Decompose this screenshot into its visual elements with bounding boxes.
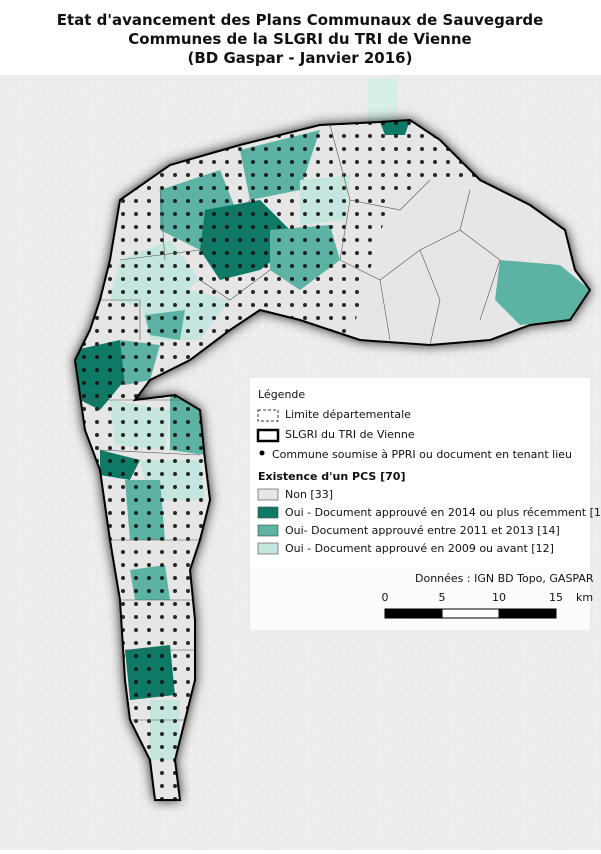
legend-label: Non [33] xyxy=(285,488,333,501)
scale-label: 0 xyxy=(382,591,389,604)
scale-label: 10 xyxy=(492,591,506,604)
title-line: Etat d'avancement des Plans Communaux de… xyxy=(57,11,544,29)
legend-box xyxy=(250,378,590,568)
symbol-ppri xyxy=(259,450,265,456)
legend-swatch xyxy=(257,506,279,519)
legend-swatch xyxy=(257,542,279,555)
legend-label: SLGRI du TRI de Vienne xyxy=(285,428,415,441)
symbol-slgri xyxy=(256,428,280,443)
river-patch xyxy=(368,78,398,123)
legend-swatch xyxy=(257,488,279,501)
legend-label: Commune soumise à PPRI ou document en te… xyxy=(272,448,572,461)
title-block: Etat d'avancement des Plans Communaux de… xyxy=(57,11,544,67)
scale-box xyxy=(250,568,590,630)
title-line: Communes de la SLGRI du TRI de Vienne xyxy=(128,30,471,48)
legend-title: Légende xyxy=(258,388,305,401)
source-note: Données : IGN BD Topo, GASPAR xyxy=(415,572,594,585)
symbol-dept xyxy=(257,409,279,422)
title-line: (BD Gaspar - Janvier 2016) xyxy=(188,49,413,67)
scale-label: 5 xyxy=(439,591,446,604)
legend-swatch xyxy=(257,524,279,537)
scale-segment xyxy=(498,608,557,619)
legend-label: Oui - Document approuvé en 2009 ou avant… xyxy=(285,542,554,555)
legend: Légende Limite départementale SLGRI du TRI… xyxy=(256,388,601,555)
commune-borders xyxy=(80,124,501,721)
scale-label: 15 xyxy=(549,591,563,604)
scale-segment xyxy=(384,608,443,619)
legend-label: Limite départementale xyxy=(285,408,411,421)
legend-label: Oui- Document approuvé entre 2011 et 201… xyxy=(285,524,560,537)
legend-label: Oui - Document approuvé en 2014 ou plus … xyxy=(285,506,601,519)
scale-segment xyxy=(441,608,500,619)
commune xyxy=(495,260,590,325)
scale-bar: Données : IGN BD Topo, GASPAR 0 5 10 15 km xyxy=(382,572,594,619)
legend-subtitle: Existence d'un PCS [70] xyxy=(258,470,405,483)
scale-unit: km xyxy=(576,591,593,604)
region-outline xyxy=(73,118,592,801)
